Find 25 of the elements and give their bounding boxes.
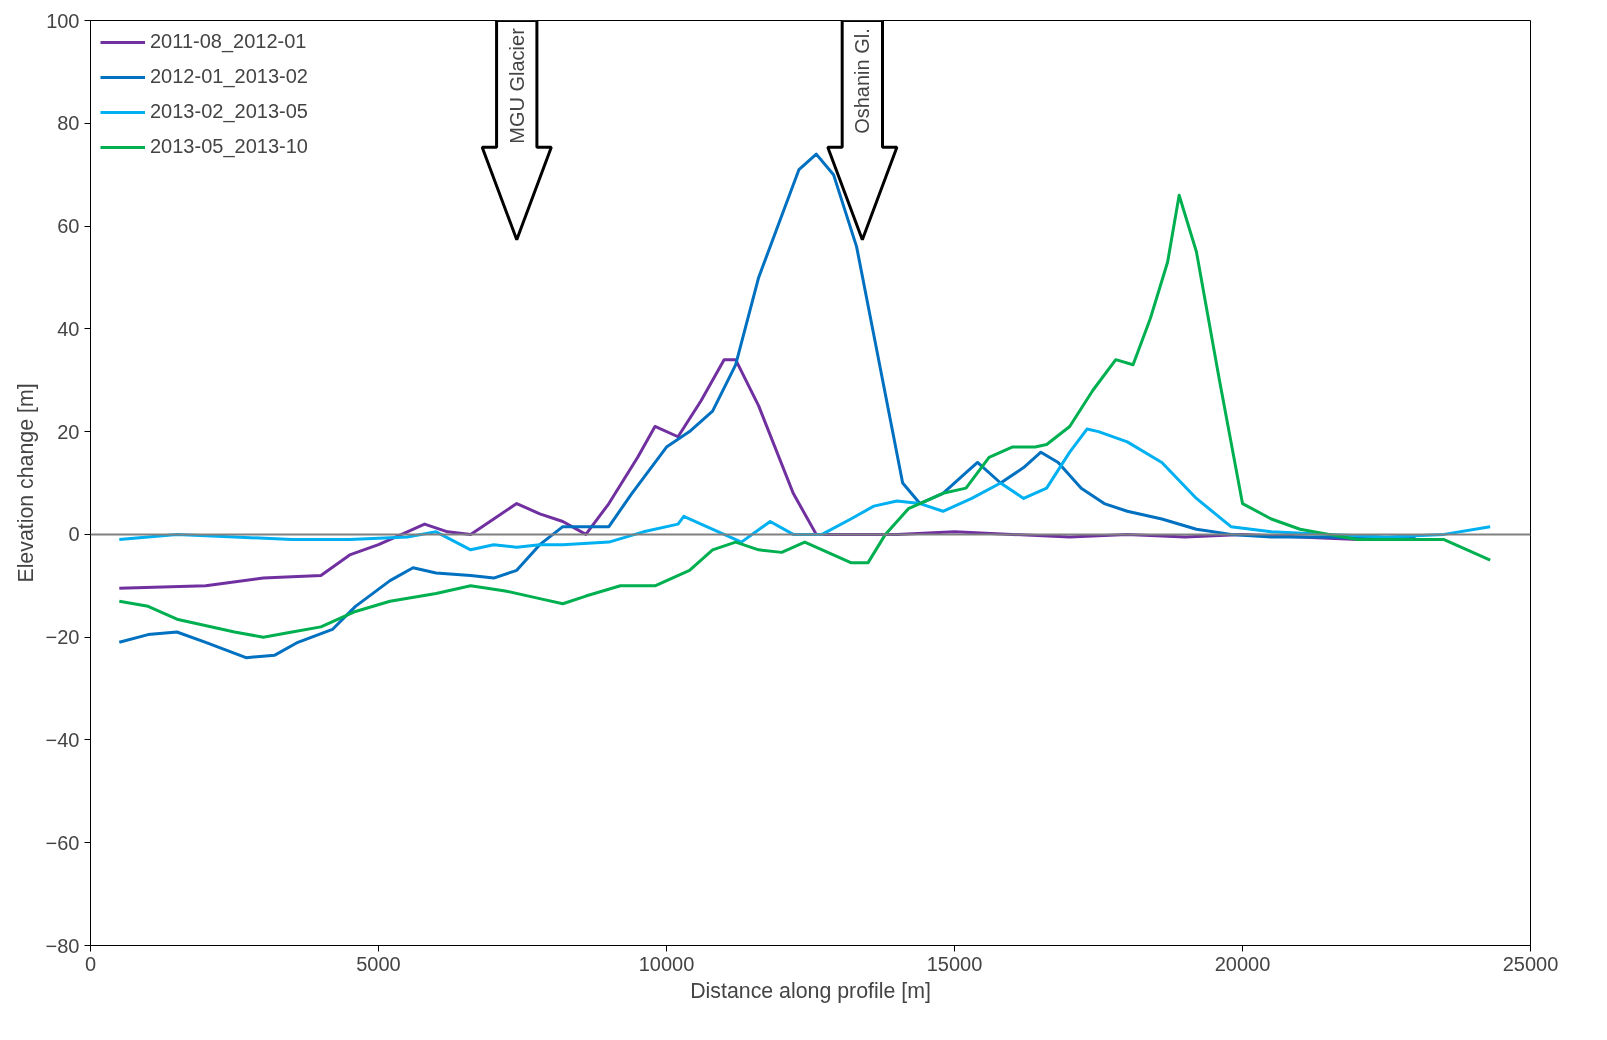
x-axis-title: Distance along profile [m] [690, 978, 931, 1003]
y-tick-label: −40 [45, 728, 80, 751]
y-tick-label: 20 [57, 420, 80, 443]
y-tick-label: 60 [57, 215, 80, 238]
y-tick-label: −60 [45, 831, 80, 854]
legend-label: 2013-05_2013-10 [150, 135, 308, 158]
y-tick-label: −80 [45, 934, 80, 957]
y-tick-label: −20 [45, 626, 80, 649]
annotation: MGU Glacier [505, 27, 528, 144]
y-tick-label: 80 [57, 112, 80, 135]
x-tick-label: 0 [84, 952, 97, 975]
legend-label: 2011-08_2012-01 [150, 30, 307, 53]
x-tick-label: 15000 [926, 952, 983, 975]
line-series [117, 193, 1492, 639]
legend-label: 2012-01_2013-02 [150, 65, 308, 88]
y-tick-label: 0 [68, 523, 80, 546]
legend-label: 2013-02_2013-05 [150, 100, 308, 123]
y-axis-title: Elevation change [m] [13, 383, 38, 583]
x-tick-label: 25000 [1502, 952, 1559, 975]
x-tick-label: 10000 [638, 952, 695, 975]
x-tick-label: 5000 [356, 952, 401, 975]
x-tick-label: 20000 [1214, 952, 1271, 975]
y-tick-label: 100 [46, 9, 80, 32]
annotation: Oshanin Gl. [851, 28, 874, 134]
y-tick-label: 40 [57, 317, 80, 340]
